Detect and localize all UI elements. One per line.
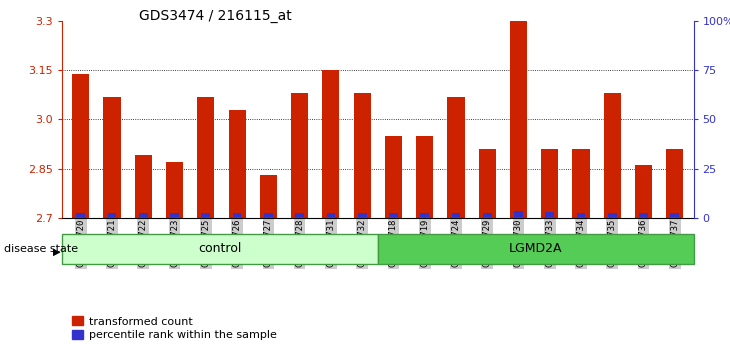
Bar <box>166 162 183 218</box>
FancyBboxPatch shape <box>378 234 694 264</box>
Bar <box>541 149 558 218</box>
Text: LGMD2A: LGMD2A <box>509 242 562 255</box>
Bar <box>264 213 273 217</box>
Bar <box>510 21 527 218</box>
Bar <box>635 165 652 218</box>
Bar <box>483 213 491 217</box>
Bar <box>670 213 679 217</box>
Bar <box>608 213 617 217</box>
Bar <box>577 213 585 217</box>
Bar <box>385 136 402 218</box>
Bar <box>420 213 429 217</box>
Bar <box>201 213 210 217</box>
Bar <box>353 93 371 218</box>
Bar <box>639 213 648 217</box>
Bar <box>389 213 398 217</box>
Text: disease state: disease state <box>4 244 78 253</box>
Bar <box>452 213 461 217</box>
Bar <box>604 93 620 218</box>
Bar <box>135 155 152 218</box>
Text: GDS3474 / 216115_at: GDS3474 / 216115_at <box>139 9 291 23</box>
Bar <box>666 149 683 218</box>
Bar <box>139 213 147 217</box>
Bar <box>77 213 85 217</box>
Bar <box>416 136 434 218</box>
Bar <box>170 213 179 217</box>
Bar <box>72 74 89 218</box>
Bar <box>295 213 304 217</box>
Bar <box>108 213 117 217</box>
Text: ▶: ▶ <box>53 247 61 257</box>
Bar <box>358 213 366 217</box>
Bar <box>447 97 464 218</box>
Bar <box>572 149 590 218</box>
Bar <box>479 149 496 218</box>
Bar <box>326 213 335 217</box>
Bar <box>322 70 339 218</box>
Bar <box>514 211 523 217</box>
Legend: transformed count, percentile rank within the sample: transformed count, percentile rank withi… <box>68 312 281 345</box>
Bar <box>291 93 308 218</box>
Bar <box>228 110 246 218</box>
Bar <box>104 97 120 218</box>
Bar <box>197 97 215 218</box>
Text: control: control <box>199 242 242 255</box>
FancyBboxPatch shape <box>62 234 378 264</box>
Bar <box>233 213 242 217</box>
Bar <box>545 212 554 217</box>
Bar <box>260 175 277 218</box>
